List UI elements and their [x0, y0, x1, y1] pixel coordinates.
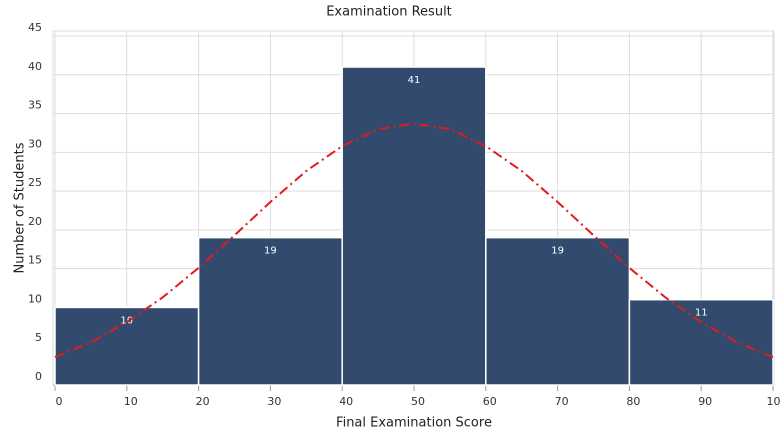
y-tick-label: 5 — [35, 331, 42, 344]
y-tick-label: 20 — [28, 215, 42, 228]
bar — [197, 236, 343, 386]
y-tick-label: 25 — [28, 176, 42, 189]
x-tick-label: 50 — [411, 395, 425, 408]
data-label: 41 — [408, 75, 421, 86]
bar — [485, 236, 631, 386]
bar — [628, 298, 774, 386]
normal-curve — [54, 122, 774, 359]
x-tick-label: 80 — [626, 395, 640, 408]
y-tick-label: 0 — [35, 370, 42, 383]
data-label: 19 — [264, 246, 277, 257]
y-axis-title: Number of Students — [13, 142, 28, 273]
y-tick-label: 10 — [28, 292, 42, 305]
y-tick-label: 35 — [28, 99, 42, 112]
y-tick-label: 40 — [28, 60, 42, 73]
x-tick-label: 100 — [767, 395, 780, 408]
x-tick-label: 0 — [56, 395, 63, 408]
x-tick-label: 20 — [196, 395, 210, 408]
data-label: 19 — [551, 246, 564, 257]
x-tick-label: 10 — [124, 395, 138, 408]
y-tick-label: 45 — [28, 21, 42, 34]
data-label: 10 — [120, 315, 133, 326]
x-tick-label: 70 — [555, 395, 569, 408]
data-label: 11 — [695, 308, 708, 319]
y-tick-label: 15 — [28, 254, 42, 267]
x-tick-label: 90 — [698, 395, 712, 408]
x-axis-title: Final Examination Score — [336, 416, 492, 431]
x-tick-label: 30 — [267, 395, 281, 408]
x-tick-label: 40 — [339, 395, 353, 408]
bar — [341, 66, 487, 386]
chart-title: Examination Result — [326, 5, 452, 20]
y-tick-label: 30 — [28, 137, 42, 150]
x-tick-label: 60 — [483, 395, 497, 408]
